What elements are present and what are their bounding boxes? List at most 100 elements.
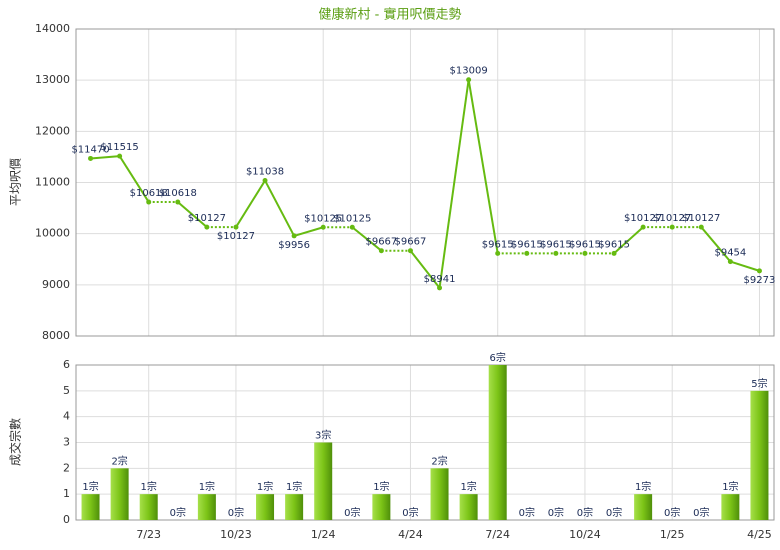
bar <box>634 494 653 520</box>
bar <box>285 494 304 520</box>
line-segment <box>293 226 324 237</box>
y-tick-label: 4 <box>63 410 70 423</box>
data-label: $10127 <box>217 231 255 242</box>
point <box>756 268 762 274</box>
data-label: $9667 <box>365 237 397 248</box>
data-label: $10127 <box>188 213 226 224</box>
data-label: $11515 <box>101 142 139 153</box>
data-label: 1宗 <box>635 480 651 493</box>
bar <box>372 494 391 520</box>
data-label: $10127 <box>624 213 662 224</box>
y-tick-label: 9000 <box>42 278 70 291</box>
data-label: $10127 <box>653 213 691 224</box>
data-label: $10618 <box>159 188 197 199</box>
point <box>320 224 326 230</box>
y-tick-label: 0 <box>63 513 70 526</box>
data-label: $9454 <box>714 248 746 259</box>
line-segment <box>264 180 296 237</box>
data-label: $10125 <box>333 213 371 224</box>
y-tick-label: 11000 <box>35 176 70 189</box>
data-label: 0宗 <box>664 506 680 519</box>
point <box>466 77 472 83</box>
x-tick-label: 1/25 <box>660 528 685 541</box>
bar <box>197 494 216 520</box>
y-axis-title: 平均呎價 <box>9 158 23 206</box>
line-segment <box>700 226 732 263</box>
data-label: 1宗 <box>286 480 302 493</box>
data-label: $11470 <box>71 144 109 155</box>
bar <box>488 365 507 520</box>
data-label: 2宗 <box>431 454 447 467</box>
data-label: 0宗 <box>170 506 186 519</box>
point <box>88 155 94 161</box>
bar <box>750 390 769 520</box>
data-label: $9615 <box>569 239 601 250</box>
data-label: 5宗 <box>751 377 767 390</box>
point <box>640 224 646 230</box>
data-label: 6宗 <box>490 351 506 364</box>
data-label: $13009 <box>450 66 488 77</box>
data-label: $9273 <box>744 275 776 286</box>
y-tick-label: 10000 <box>35 227 70 240</box>
y-tick-label: 1 <box>63 487 70 500</box>
point <box>291 233 297 239</box>
line-segment <box>90 155 120 160</box>
data-label: $10125 <box>304 213 342 224</box>
data-label: 1宗 <box>460 480 476 493</box>
point <box>117 153 123 159</box>
y-tick-label: 14000 <box>35 22 70 35</box>
bar <box>110 468 129 520</box>
data-label: $9956 <box>278 240 310 251</box>
point <box>233 224 239 230</box>
bar <box>430 468 449 520</box>
bar <box>721 494 740 520</box>
y-tick-label: 2 <box>63 461 70 474</box>
line-segment <box>177 201 208 228</box>
bar <box>81 494 100 520</box>
point <box>727 259 733 265</box>
data-label: 1宗 <box>82 480 98 493</box>
data-label: $10618 <box>130 188 168 199</box>
x-tick-label: 10/23 <box>220 528 252 541</box>
data-label: 0宗 <box>577 506 593 519</box>
point <box>553 250 559 256</box>
line-segment <box>438 79 470 288</box>
line-segment <box>351 226 383 252</box>
data-label: 3宗 <box>315 429 331 442</box>
data-label: 0宗 <box>402 506 418 519</box>
x-tick-label: 7/23 <box>136 528 161 541</box>
data-label: 1宗 <box>257 480 273 493</box>
data-label: 0宗 <box>344 506 360 519</box>
point <box>582 250 588 256</box>
data-label: $9615 <box>511 239 543 250</box>
x-tick-label: 1/24 <box>311 528 336 541</box>
line-segment <box>613 226 644 255</box>
data-label: 1宗 <box>199 480 215 493</box>
data-label: $9615 <box>598 239 630 250</box>
x-tick-label: 10/24 <box>569 528 601 541</box>
point <box>495 250 501 256</box>
y-tick-label: 13000 <box>35 73 70 86</box>
data-label: $9615 <box>482 239 514 250</box>
data-label: $8941 <box>424 274 456 285</box>
bar <box>256 494 275 520</box>
point <box>175 199 181 205</box>
point <box>407 248 413 254</box>
data-label: 1宗 <box>141 480 157 493</box>
point <box>669 224 675 230</box>
line-segment <box>467 79 499 254</box>
line-segment <box>730 260 760 272</box>
point <box>146 199 152 205</box>
point <box>611 250 617 256</box>
data-label: $9667 <box>395 237 427 248</box>
y-tick-label: 3 <box>63 436 70 449</box>
chart-title: 健康新村 - 實用呎價走勢 <box>319 7 462 23</box>
point <box>378 248 384 254</box>
data-label: 0宗 <box>693 506 709 519</box>
plot-frame <box>75 28 775 337</box>
y-tick-label: 8000 <box>42 329 70 342</box>
data-label: 0宗 <box>606 506 622 519</box>
y-tick-label: 6 <box>63 358 70 371</box>
data-label: 0宗 <box>548 506 564 519</box>
